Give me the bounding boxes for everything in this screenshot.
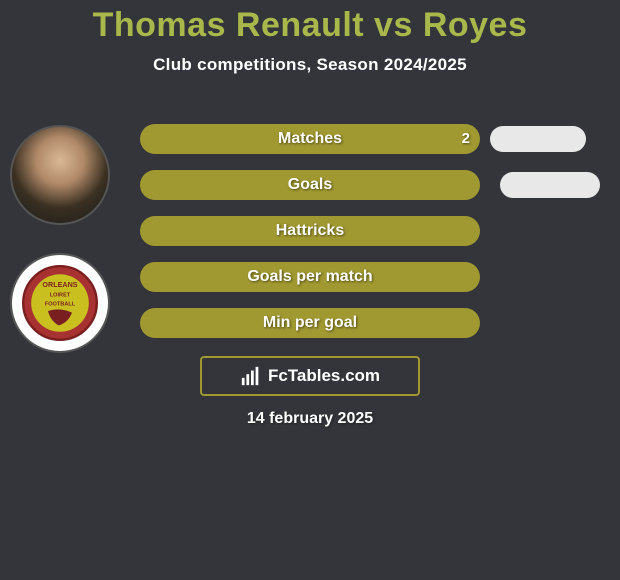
- stat-row: Goals per match: [140, 262, 600, 292]
- stat-row: Min per goal: [140, 308, 600, 338]
- club-avatar: ORLEANS LOIRET FOOTBALL: [10, 253, 110, 353]
- stat-bar-opponent: [500, 172, 600, 198]
- svg-text:LOIRET: LOIRET: [50, 293, 71, 299]
- snapshot-date: 14 february 2025: [0, 410, 620, 428]
- stats-bars: 2Matches Goals Hattricks Goals per match Min…: [140, 124, 600, 354]
- svg-text:ORLEANS: ORLEANS: [42, 280, 77, 289]
- svg-text:FOOTBALL: FOOTBALL: [45, 301, 76, 307]
- stat-bar-player: 2: [140, 124, 480, 154]
- stat-bar-player: [140, 262, 480, 292]
- comparison-subtitle: Club competitions, Season 2024/2025: [0, 55, 620, 75]
- chart-icon: [240, 365, 262, 387]
- player-avatar: [10, 125, 110, 225]
- stat-bar-opponent: [490, 126, 586, 152]
- stat-row: 2Matches: [140, 124, 600, 154]
- stat-bar-player: [140, 170, 480, 200]
- branding-box[interactable]: FcTables.com: [200, 356, 420, 396]
- avatars-column: ORLEANS LOIRET FOOTBALL: [10, 125, 120, 381]
- stat-value-player: 2: [462, 124, 470, 154]
- stat-bar-player: [140, 216, 480, 246]
- stat-row: Hattricks: [140, 216, 600, 246]
- comparison-title: Thomas Renault vs Royes: [0, 0, 620, 45]
- stat-bar-player: [140, 308, 480, 338]
- stat-row: Goals: [140, 170, 600, 200]
- branding-text: FcTables.com: [268, 366, 380, 386]
- club-logo-icon: ORLEANS LOIRET FOOTBALL: [20, 263, 100, 343]
